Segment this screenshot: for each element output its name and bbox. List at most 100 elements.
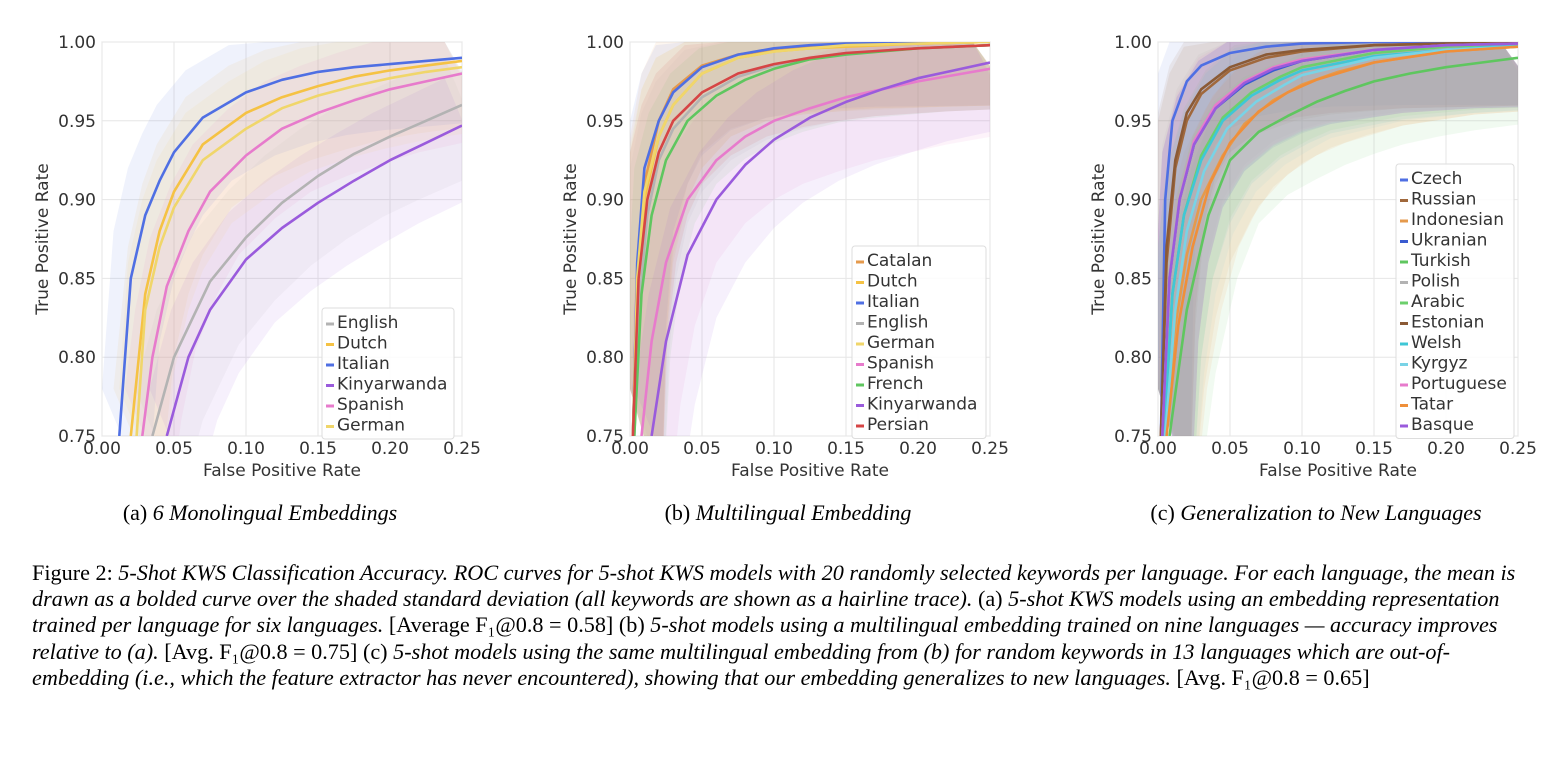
std-band-german — [119, 42, 462, 436]
x-tick-label: 0.00 — [611, 439, 649, 459]
mean-curve-spanish — [640, 67, 990, 436]
x-tick-label: 0.10 — [227, 439, 265, 459]
legend-label: Catalan — [867, 251, 932, 271]
legend-label: English — [867, 313, 928, 333]
legend-box — [1395, 163, 1515, 439]
std-band-welsh — [1158, 42, 1518, 436]
caption-b-result: [Avg. F₁@0.8 = 0.75] — [158, 638, 358, 664]
legend-label: Spanish — [867, 354, 934, 374]
mean-curve-french — [633, 43, 990, 436]
mean-curve-german — [135, 65, 462, 436]
y-tick-label: 0.85 — [58, 269, 96, 289]
subcaption-a-label: (a) — [122, 500, 148, 525]
mean-curve-kinyarwanda — [165, 124, 462, 436]
x-tick-label: 0.25 — [443, 439, 481, 459]
std-band-dutch — [113, 42, 462, 436]
std-band-kinyarwanda — [149, 78, 462, 436]
legend-label: Arabic — [1411, 292, 1465, 312]
legend-label: Italian — [867, 292, 920, 312]
mean-curve-tatar — [1165, 45, 1518, 436]
subcaption-c: (c) Generalization to New Languages — [1056, 500, 1568, 526]
x-axis-label: False Positive Rate — [203, 461, 361, 481]
y-tick-label: 0.85 — [1114, 269, 1152, 289]
roc-chart-b: 0.00 0.05 0.10 0.15 0.20 0.25 0.75 0.80 0.85 0.90… — [561, 33, 1009, 481]
legend-label: Kinyarwanda — [337, 375, 447, 395]
y-tick-label: 0.90 — [1114, 191, 1152, 211]
legend-label: Kyrgyz — [1411, 354, 1468, 374]
legend-label: Dutch — [337, 334, 388, 354]
std-band-arabic — [1158, 42, 1518, 436]
subcaption-c-title: Generalization to New Languages — [1180, 500, 1482, 525]
legend-label: Italian — [337, 354, 390, 374]
std-band-english — [135, 57, 462, 436]
caption-b-text: 5-shot models using a multilingual embed… — [32, 612, 1498, 664]
mean-curve-estonian — [1159, 42, 1518, 436]
legend-label: Turkish — [1410, 251, 1471, 271]
y-tick-label: 0.95 — [586, 112, 624, 132]
x-tick-label: 0.25 — [1499, 439, 1537, 459]
legend-label: Indonesian — [1411, 210, 1504, 230]
mean-curve-italian — [118, 56, 462, 436]
series-layer — [102, 42, 462, 436]
x-tick-label: 0.15 — [1355, 439, 1393, 459]
std-band-italian — [630, 42, 990, 436]
mean-curve-czech — [1159, 42, 1518, 436]
legend-label: French — [867, 374, 924, 394]
y-tick-label: 0.80 — [1114, 348, 1152, 368]
subcaption-b: (b) Multilingual Embedding — [528, 500, 1048, 526]
legend: EnglishDutchItalianKinyarwandaSpanishGer… — [321, 307, 455, 440]
caption-title: 5-Shot KWS Classification Accuracy. — [118, 560, 449, 585]
legend-label: Czech — [1411, 169, 1462, 189]
legend-label: Russian — [1411, 190, 1476, 210]
caption-b-label: (b) — [613, 612, 651, 638]
std-band-polish — [1158, 42, 1518, 436]
roc-chart-c: 0.00 0.05 0.10 0.15 0.20 0.25 0.75 0.80 0.85 0.90… — [1089, 33, 1537, 481]
mean-curve-kyrgyz — [1163, 45, 1518, 436]
legend: CzechRussianIndonesianUkranianTurkishPol… — [1395, 163, 1515, 439]
std-band-dutch — [630, 42, 990, 436]
legend-label: Dutch — [867, 272, 918, 292]
x-tick-label: 0.00 — [1139, 439, 1177, 459]
std-band-kinyarwanda — [634, 42, 990, 436]
legend-label: Basque — [1411, 415, 1474, 435]
legend-label: German — [337, 416, 405, 436]
figure-caption: Figure 2: 5-Shot KWS Classification Accu… — [32, 560, 1538, 691]
x-tick-label: 0.00 — [83, 439, 121, 459]
legend-label: Tatar — [1410, 395, 1453, 415]
y-axis-label: True Positive Rate — [33, 163, 53, 315]
std-band-portuguese — [1158, 42, 1518, 436]
y-tick-label: 0.95 — [1114, 112, 1152, 132]
y-tick-label: 0.75 — [58, 427, 96, 447]
mean-curve-basque — [1161, 42, 1518, 436]
std-band-turkish — [1158, 42, 1518, 436]
caption-c-text: 5-shot models using the same multilingua… — [32, 638, 1451, 690]
legend-label: Ukranian — [1411, 231, 1487, 251]
std-band-catalan — [630, 42, 990, 436]
legend-label: German — [867, 333, 935, 353]
mean-curve-kinyarwanda — [650, 61, 990, 436]
caption-a-label: (a) — [972, 586, 1009, 612]
std-band-kyrgyz — [1158, 42, 1518, 436]
std-band-basque — [1158, 42, 1518, 436]
caption-prefix: Figure 2: — [32, 560, 119, 585]
y-tick-label: 1.00 — [58, 33, 96, 53]
mean-curve-persian — [631, 43, 990, 436]
series-layer — [1158, 42, 1518, 436]
y-tick-label: 0.90 — [58, 191, 96, 211]
std-band-indonesian — [1158, 42, 1518, 436]
chart-panel-a: 0.00 0.05 0.10 0.15 0.20 0.25 0.75 0.80 0.85 0.90… — [32, 18, 532, 488]
std-band-english — [630, 42, 990, 436]
y-tick-label: 0.80 — [58, 348, 96, 368]
caption-sentence-1: ROC curves for 5-shot KWS models with 20… — [32, 560, 1516, 612]
x-tick-label: 0.05 — [155, 439, 193, 459]
legend-label: Welsh — [1411, 333, 1462, 353]
mean-curve-spanish — [141, 72, 462, 436]
series-layer — [630, 42, 990, 436]
x-axis-label: False Positive Rate — [1259, 461, 1417, 481]
caption-c-result: [Avg. F₁@0.8 = 0.65] — [1170, 664, 1370, 690]
y-tick-label: 0.90 — [586, 191, 624, 211]
std-band-tatar — [1158, 42, 1518, 436]
legend-label: Persian — [867, 415, 929, 435]
std-band-persian — [630, 42, 990, 436]
legend-label: English — [337, 313, 398, 333]
